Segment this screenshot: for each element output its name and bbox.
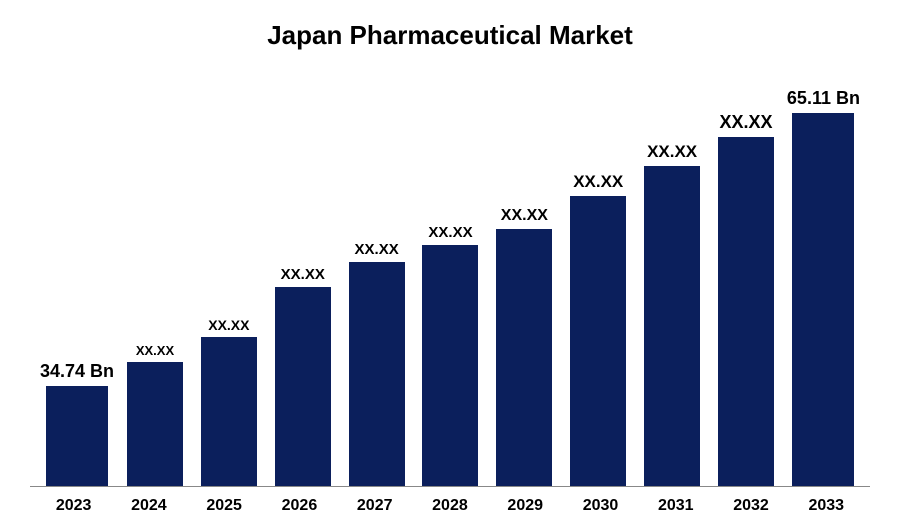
- x-tick-label: 2025: [187, 497, 262, 515]
- bar-column: XX.XX: [414, 71, 488, 486]
- bar: [127, 362, 183, 487]
- bar: [201, 337, 257, 486]
- data-label: XX.XX: [355, 241, 399, 258]
- data-label: XX.XX: [208, 317, 249, 333]
- bar: [349, 262, 405, 486]
- data-label: 65.11 Bn: [787, 88, 860, 109]
- chart-title: Japan Pharmaceutical Market: [30, 20, 870, 51]
- data-label: XX.XX: [573, 172, 623, 192]
- bar-column: XX.XX: [266, 71, 340, 486]
- x-tick-label: 2031: [638, 497, 713, 515]
- bar-column: XX.XX: [192, 71, 266, 486]
- data-label: XX.XX: [428, 224, 472, 241]
- bar: [792, 113, 854, 487]
- bar-column: XX.XX: [340, 71, 414, 486]
- x-tick-label: 2032: [713, 497, 788, 515]
- x-tick-label: 2033: [789, 497, 864, 515]
- bar: [718, 137, 774, 486]
- bar: [644, 166, 700, 486]
- bar: [570, 196, 626, 487]
- bar-column: XX.XX: [487, 71, 561, 486]
- bar-column: 34.74 Bn: [36, 71, 118, 486]
- data-label: XX.XX: [501, 207, 548, 225]
- x-tick-label: 2023: [36, 497, 111, 515]
- bar: [496, 229, 552, 486]
- bar: [46, 386, 109, 486]
- x-tick-label: 2024: [111, 497, 186, 515]
- bar: [422, 245, 478, 486]
- plot-area: 34.74 Bn XX.XX XX.XX XX.XX XX.XX XX.XX XX.XX XX…: [30, 71, 870, 487]
- data-label: XX.XX: [647, 142, 697, 162]
- bar: [275, 287, 331, 486]
- x-tick-label: 2030: [563, 497, 638, 515]
- data-label: XX.XX: [136, 343, 174, 358]
- data-label: 34.74 Bn: [40, 361, 114, 382]
- bar-column: XX.XX: [118, 71, 192, 486]
- x-tick-label: 2026: [262, 497, 337, 515]
- x-tick-label: 2028: [412, 497, 487, 515]
- x-tick-label: 2027: [337, 497, 412, 515]
- data-label: XX.XX: [281, 266, 325, 283]
- data-label: XX.XX: [719, 112, 772, 133]
- bar-column: XX.XX: [709, 71, 783, 486]
- chart-container: Japan Pharmaceutical Market 34.74 Bn XX.X…: [0, 0, 900, 525]
- x-axis: 2023202420252026202720282029203020312032…: [30, 487, 870, 515]
- bar-column: XX.XX: [561, 71, 635, 486]
- x-tick-label: 2029: [488, 497, 563, 515]
- bar-column: 65.11 Bn: [783, 71, 864, 486]
- bar-column: XX.XX: [635, 71, 709, 486]
